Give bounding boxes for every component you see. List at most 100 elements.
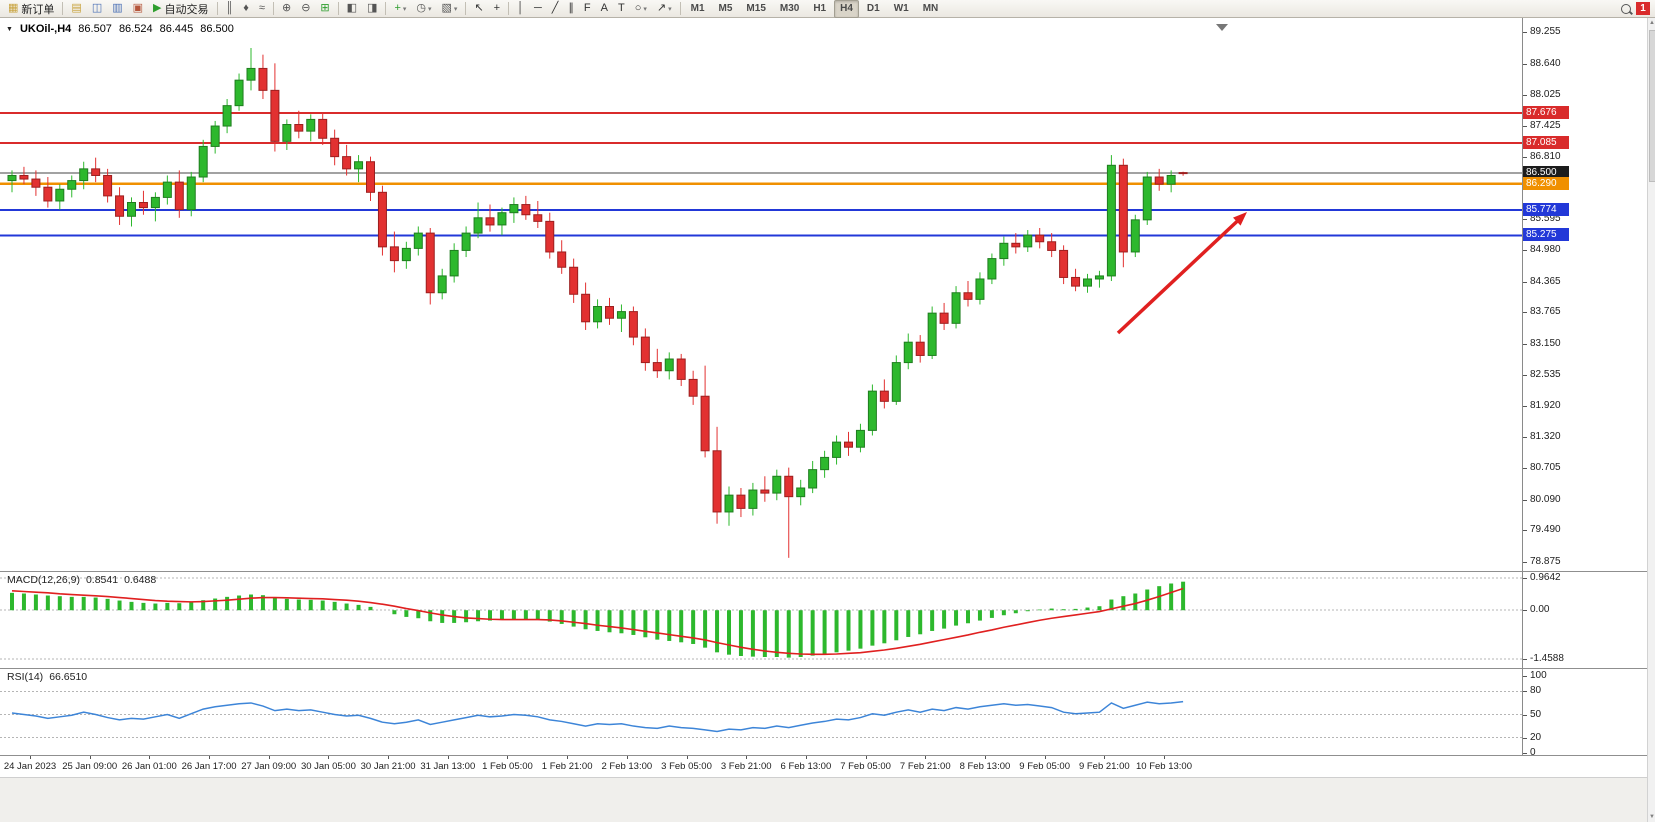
axis-tick [507, 755, 509, 759]
main-price-chart[interactable] [0, 18, 1522, 571]
bar-chart-button[interactable]: ║ [222, 0, 238, 18]
timeframe-m15-button[interactable]: M15 [746, 3, 766, 14]
line-chart-button[interactable]: ≈ [255, 0, 269, 18]
text-button[interactable]: A [597, 0, 612, 18]
collapse-triangle-icon[interactable]: ▼ [6, 25, 13, 33]
shapes-button[interactable]: ○ ▾ [631, 0, 651, 18]
zoom-in-button[interactable]: ⊕ [278, 0, 295, 18]
price-axis-label: 88.025 [1530, 89, 1561, 101]
cursor-icon: ↖ [474, 2, 484, 14]
arrows-button[interactable]: ↗ ▾ [653, 0, 676, 18]
toolbar-separator [272, 2, 274, 15]
tile-windows-button[interactable]: ◧ [343, 0, 361, 18]
fibonacci-button[interactable]: F [580, 0, 595, 18]
caret-down-icon: ▾ [453, 5, 458, 13]
timeframe-h4-button[interactable]: H4 [834, 0, 859, 18]
price-axis-label: 79.490 [1530, 524, 1561, 536]
axis-tick [328, 755, 330, 759]
zoom-out-button[interactable]: ⊖ [297, 0, 314, 18]
axis-tick [1523, 312, 1527, 314]
timeframe-h1-button[interactable]: H1 [813, 3, 827, 14]
time-axis-label: 10 Feb 13:00 [1135, 761, 1192, 772]
grid-button[interactable]: ⊞ [316, 0, 333, 18]
price-tag-order-level: 86.290 [1523, 176, 1569, 190]
price-axis-label: 84.365 [1530, 275, 1561, 287]
data-window-icon: ▣ [132, 2, 144, 14]
timeframe-m5-button[interactable]: M5 [718, 3, 733, 14]
axis-tick [1523, 437, 1527, 439]
scrollbar-thumb[interactable] [1649, 30, 1655, 182]
time-axis-label: 30 Jan 21:00 [360, 761, 416, 772]
data-window-button[interactable]: ▣ [129, 0, 147, 18]
price-axis-label: 80 [1530, 685, 1542, 697]
timeframe-d1-button[interactable]: D1 [866, 3, 880, 14]
axis-tick [1523, 753, 1527, 754]
time-axis-label: 26 Jan 01:00 [121, 761, 177, 772]
time-axis-label: 25 Jan 09:00 [62, 761, 118, 772]
price-axis-label: 83.765 [1530, 306, 1561, 318]
axis-tick [984, 755, 986, 759]
caret-down-icon: ▾ [668, 5, 672, 13]
time-axis-label: 1 Feb 21:00 [541, 761, 593, 772]
trendline-button[interactable]: ╱ [548, 0, 563, 18]
chart-windows-icon: ▤ [71, 2, 82, 14]
price-axis-label: 86.810 [1530, 151, 1561, 163]
chart-windows-button[interactable]: ▤ [67, 0, 85, 18]
timeframe-w1-button[interactable]: W1 [893, 3, 909, 14]
cascade-windows-button[interactable]: ◨ [363, 0, 381, 18]
profiles-button[interactable]: ◫ [88, 0, 106, 18]
candlestick-chart-button[interactable]: ♦ [239, 0, 253, 18]
search-icon[interactable] [1621, 3, 1631, 14]
axis-tick [1104, 755, 1106, 759]
new-order-icon: ▦ [8, 2, 19, 14]
rsi-indicator-panel[interactable] [0, 668, 1522, 755]
crosshair-button[interactable]: + [490, 0, 504, 18]
axis-tick [447, 755, 449, 759]
label-button[interactable]: T [614, 0, 629, 18]
timeframe-m30-button[interactable]: M30 [779, 3, 800, 14]
price-axis-label: 81.320 [1530, 431, 1561, 443]
time-axis-label: 24 Jan 2023 [3, 761, 57, 772]
high-value: 86.524 [118, 23, 153, 35]
templates-button[interactable]: ▧ ▾ [438, 0, 462, 18]
time-axis-label: 26 Jan 17:00 [181, 761, 237, 772]
price-axis-label: 80.090 [1530, 493, 1561, 505]
trend-arrow[interactable] [1116, 212, 1247, 335]
rsi-name: RSI(14) [7, 671, 44, 683]
vertical-line-button[interactable]: │ [513, 0, 528, 18]
auto-trading-button[interactable]: ▶ 自动交易 [149, 0, 212, 18]
trendline-icon: ╱ [551, 2, 559, 14]
market-watch-button[interactable]: ▥ [108, 0, 126, 18]
new-chart-button[interactable]: + ▾ [390, 0, 410, 18]
axis-tick [1523, 561, 1527, 563]
new-order-button[interactable]: ▦ 新订单 [4, 0, 58, 18]
periods-button[interactable]: ◷ ▾ [412, 0, 435, 18]
notification-badge[interactable]: 1 [1636, 2, 1650, 15]
price-axis[interactable]: 89.25588.64088.02587.42586.81086.19585.5… [1522, 18, 1648, 758]
time-axis-label: 3 Feb 21:00 [720, 761, 772, 772]
price-tag-resistance-lower: 87.085 [1523, 136, 1569, 150]
horizontal-line-button[interactable]: ─ [530, 0, 546, 18]
channel-button[interactable]: ∥ [564, 0, 578, 18]
timeframe-m1-button[interactable]: M1 [690, 3, 705, 14]
timeframe-mn-button[interactable]: MN [922, 3, 939, 14]
macd-indicator-panel[interactable] [0, 571, 1522, 668]
cursor-button[interactable]: ↖ [470, 0, 487, 18]
price-axis-label: 78.875 [1530, 555, 1561, 567]
scroll-up-icon[interactable]: ▲ [1649, 20, 1655, 26]
time-axis-label: 30 Jan 05:00 [300, 761, 356, 772]
axis-tick [1523, 468, 1527, 470]
macd-signal-line [11, 587, 1184, 656]
time-axis[interactable]: 24 Jan 2023 25 Jan 09:00 26 Jan 01:00 26 Ja… [0, 755, 1522, 777]
price-axis-label: -1.4588 [1530, 652, 1564, 664]
axis-tick [925, 755, 927, 759]
vertical-scrollbar[interactable]: ▲ ▼ [1647, 18, 1655, 822]
axis-tick [1523, 737, 1527, 739]
axis-tick [1523, 530, 1527, 532]
panel-splitter-macd[interactable] [0, 571, 1655, 572]
zoom-out-icon: ⊖ [301, 2, 311, 14]
panel-splitter-rsi[interactable] [0, 668, 1655, 669]
scroll-down-icon[interactable]: ▼ [1649, 814, 1655, 820]
toolbar-separator [679, 2, 681, 15]
